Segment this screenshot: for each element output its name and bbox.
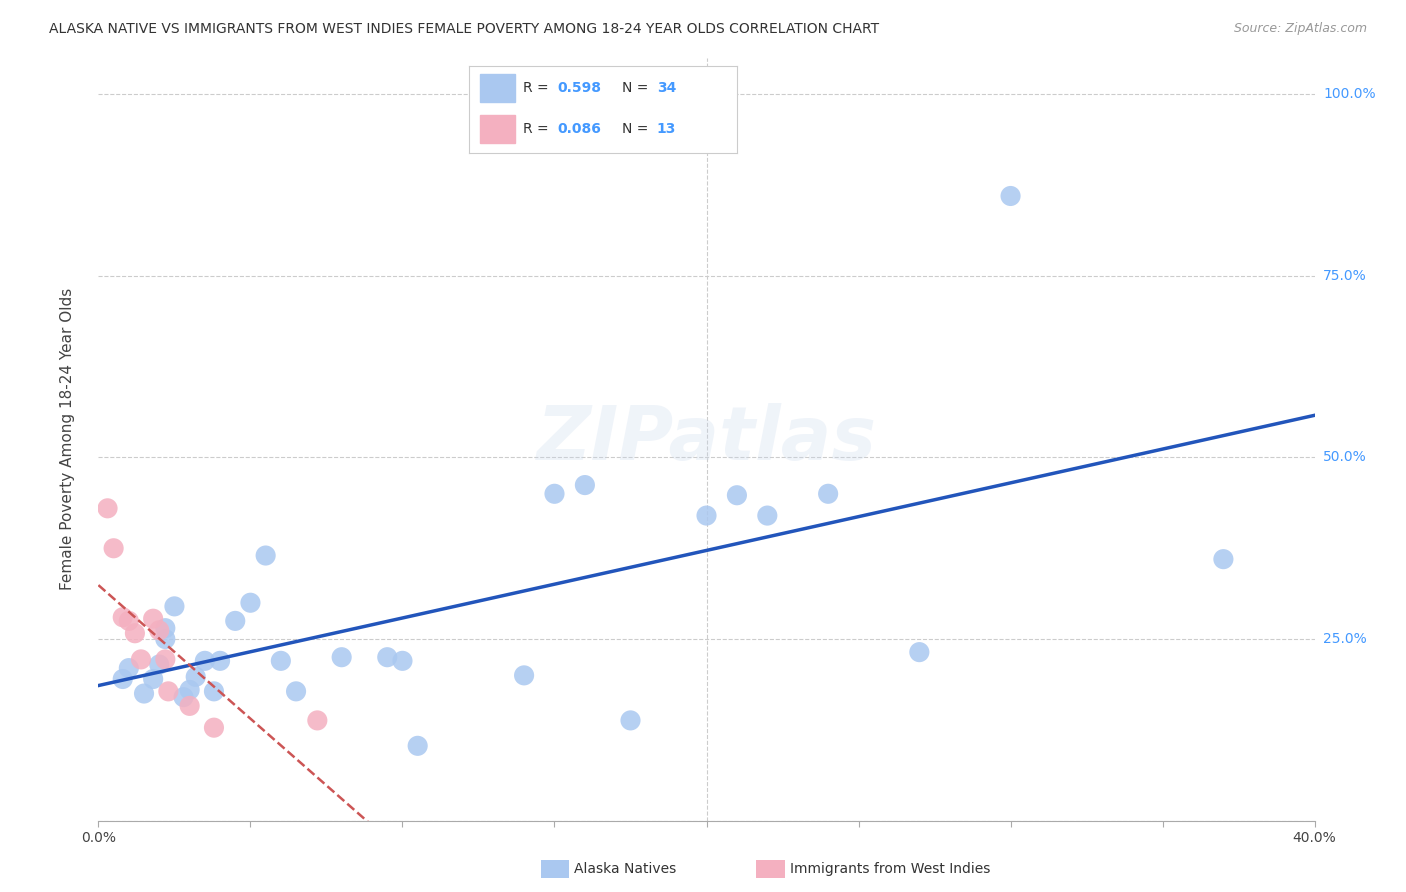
Text: 25.0%: 25.0% bbox=[1323, 632, 1367, 646]
Point bbox=[129, 652, 152, 666]
Point bbox=[194, 654, 217, 668]
Point bbox=[202, 684, 225, 698]
Point bbox=[157, 684, 180, 698]
Point bbox=[619, 714, 641, 728]
Point bbox=[1000, 189, 1022, 203]
Point bbox=[406, 739, 429, 753]
Point bbox=[725, 488, 748, 502]
Point bbox=[254, 549, 277, 563]
Point bbox=[224, 614, 246, 628]
Text: ALASKA NATIVE VS IMMIGRANTS FROM WEST INDIES FEMALE POVERTY AMONG 18-24 YEAR OLD: ALASKA NATIVE VS IMMIGRANTS FROM WEST IN… bbox=[49, 22, 879, 37]
Point bbox=[173, 690, 195, 705]
Point bbox=[111, 672, 134, 686]
Point bbox=[118, 614, 141, 628]
Point bbox=[1212, 552, 1234, 566]
Point bbox=[148, 657, 170, 672]
Point bbox=[155, 652, 177, 666]
Point bbox=[330, 650, 353, 665]
Text: Alaska Natives: Alaska Natives bbox=[574, 862, 676, 876]
Point bbox=[202, 721, 225, 735]
Point bbox=[179, 698, 201, 713]
Point bbox=[817, 487, 839, 501]
Point bbox=[96, 501, 118, 516]
Point bbox=[307, 714, 329, 728]
Y-axis label: Female Poverty Among 18-24 Year Olds: Female Poverty Among 18-24 Year Olds bbox=[60, 288, 75, 591]
Point bbox=[908, 645, 931, 659]
Text: ZIPatlas: ZIPatlas bbox=[537, 403, 876, 475]
Point bbox=[543, 487, 565, 501]
Point bbox=[124, 626, 146, 640]
Text: Immigrants from West Indies: Immigrants from West Indies bbox=[790, 862, 991, 876]
Point bbox=[142, 612, 165, 626]
Text: 50.0%: 50.0% bbox=[1323, 450, 1367, 465]
Point bbox=[155, 632, 177, 646]
Point bbox=[239, 596, 262, 610]
Point bbox=[574, 478, 596, 492]
Point bbox=[155, 621, 177, 635]
Point bbox=[142, 672, 165, 686]
Point bbox=[209, 654, 232, 668]
Text: 100.0%: 100.0% bbox=[1323, 87, 1375, 102]
Point bbox=[103, 541, 125, 556]
Point bbox=[111, 610, 134, 624]
Point bbox=[696, 508, 718, 523]
Point bbox=[513, 668, 536, 682]
Text: Source: ZipAtlas.com: Source: ZipAtlas.com bbox=[1233, 22, 1367, 36]
Point bbox=[148, 624, 170, 638]
Point bbox=[756, 508, 779, 523]
Point bbox=[375, 650, 398, 665]
Text: 75.0%: 75.0% bbox=[1323, 268, 1367, 283]
Point bbox=[179, 682, 201, 697]
Point bbox=[118, 661, 141, 675]
Point bbox=[184, 670, 207, 684]
Point bbox=[132, 687, 155, 701]
Point bbox=[163, 599, 186, 614]
Point bbox=[391, 654, 413, 668]
Point bbox=[270, 654, 292, 668]
Point bbox=[285, 684, 308, 698]
